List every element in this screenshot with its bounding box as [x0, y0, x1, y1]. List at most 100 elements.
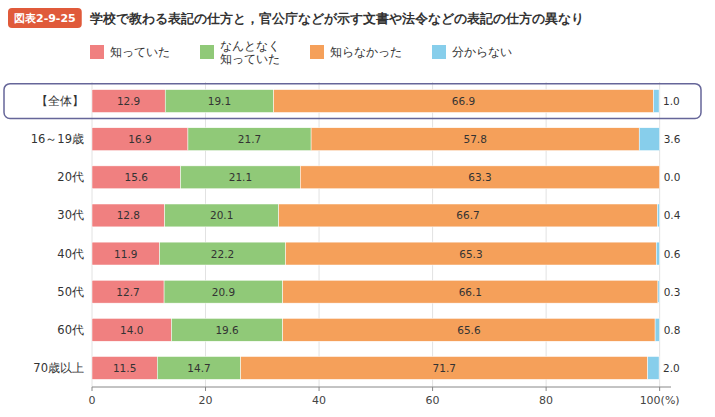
data-label: 57.8 [463, 133, 486, 145]
bar-segment [92, 242, 160, 265]
tick-mark [432, 387, 433, 391]
x-axis: 020406080100(%) [89, 387, 680, 407]
category-label: 70歳以上 [33, 361, 84, 375]
bar-segment [164, 280, 283, 303]
bar-segment [171, 318, 282, 341]
data-label: 65.6 [457, 324, 481, 336]
category-label: 【全体】 [36, 94, 84, 108]
category-label: 20代 [57, 170, 84, 184]
legend-item: 知らなかった [310, 45, 402, 59]
bar-segment [92, 166, 181, 189]
data-label: 0.0 [664, 171, 681, 183]
data-label: 0.8 [664, 324, 681, 336]
title-tag-background [8, 8, 82, 28]
bar-segment [648, 357, 659, 380]
tick-mark [319, 387, 320, 391]
legend-item: なんとなく知っていた [200, 39, 280, 66]
chart: 図表2-9-25 学校で教わる表記の仕方と，官公庁などが示す文書や法令などの表記の… [0, 0, 715, 417]
bar-segment [92, 128, 188, 151]
bar-segment [283, 280, 658, 303]
bar-segment [92, 204, 165, 227]
tick-label: 40 [312, 394, 326, 407]
data-label: 11.5 [113, 362, 136, 374]
bar-segment [283, 318, 655, 341]
data-label: 19.6 [215, 324, 239, 336]
bar-segment [274, 90, 654, 113]
data-label: 12.9 [117, 95, 140, 107]
legend-swatch [90, 45, 104, 59]
bars [92, 90, 660, 380]
grid [92, 82, 660, 387]
tick-label: 80 [539, 394, 553, 407]
legend-label: 知っていた [110, 45, 170, 59]
data-label: 0.6 [664, 248, 681, 260]
tick-label: 100(%) [640, 394, 680, 407]
bar-segment [188, 128, 311, 151]
legend-item: 知っていた [90, 45, 170, 59]
bar-segment [659, 166, 660, 189]
bar-segment [311, 128, 639, 151]
data-label: 14.7 [187, 362, 210, 374]
data-label: 65.3 [459, 248, 482, 260]
data-label: 20.9 [212, 286, 235, 298]
data-label: 21.1 [229, 171, 252, 183]
data-label: 14.0 [120, 324, 143, 336]
data-label: 1.0 [663, 95, 680, 107]
bar-segment [657, 204, 659, 227]
bar-segment [241, 357, 648, 380]
data-label: 66.9 [452, 95, 475, 107]
data-label: 15.6 [125, 171, 149, 183]
data-label: 63.3 [468, 171, 491, 183]
legend-label: 知らなかった [330, 45, 402, 59]
title: 学校で教わる表記の仕方と，官公庁などが示す文書や法令などの表記の仕方の異なり [90, 11, 584, 26]
legend: 知っていた なんとなく知っていた 知らなかった 分からない [90, 39, 512, 66]
title-tag: 図表2-9-25 [8, 8, 82, 28]
data-label: 3.6 [664, 133, 681, 145]
data-label: 71.7 [433, 362, 456, 374]
bar-segment [92, 90, 165, 113]
data-label: 2.0 [663, 362, 680, 374]
tick-mark [659, 387, 660, 391]
category-label: 60代 [57, 323, 84, 337]
bar-segment [160, 242, 286, 265]
legend-label: なんとなく知っていた [220, 39, 280, 66]
tick-mark [205, 387, 206, 391]
bar-segment [92, 318, 171, 341]
bar-segment [658, 280, 660, 303]
legend-label: 分からない [452, 45, 512, 59]
legend-item: 分からない [432, 45, 512, 59]
bar-segment [165, 90, 273, 113]
category-label: 16～19歳 [31, 132, 84, 146]
legend-swatch [310, 45, 324, 59]
bar-segment [92, 280, 164, 303]
bar-segment [656, 242, 659, 265]
legend-swatch [200, 45, 214, 59]
bar-segment [181, 166, 301, 189]
data-label: 16.9 [128, 133, 151, 145]
data-label: 66.7 [456, 209, 479, 221]
bar-segment [92, 357, 157, 380]
data-label: 21.7 [238, 133, 261, 145]
tick-mark [92, 387, 93, 391]
data-label: 20.1 [210, 209, 233, 221]
bar-segment [300, 166, 659, 189]
tick-label: 60 [426, 394, 440, 407]
data-label: 0.4 [664, 209, 681, 221]
tick-mark [546, 387, 547, 391]
data-label: 66.1 [459, 286, 482, 298]
data-label: 12.7 [116, 286, 139, 298]
legend-swatch [432, 45, 446, 59]
category-label: 50代 [57, 285, 84, 299]
data-label: 0.3 [664, 286, 681, 298]
highlight-box [4, 84, 701, 119]
bar-segment [286, 242, 657, 265]
bar-segment [157, 357, 240, 380]
bar-segment [279, 204, 658, 227]
x-axis-line [92, 387, 671, 388]
bar-segment [653, 90, 659, 113]
bar-segment [655, 318, 660, 341]
category-label: 40代 [57, 247, 84, 261]
bar-segment [639, 128, 659, 151]
tick-label: 0 [89, 394, 96, 407]
data-label: 12.8 [117, 209, 140, 221]
